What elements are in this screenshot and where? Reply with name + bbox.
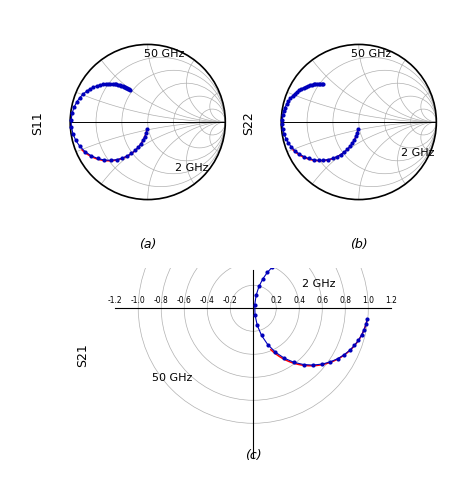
Text: 2 GHz: 2 GHz xyxy=(175,163,208,173)
Text: 0.6: 0.6 xyxy=(316,295,328,304)
Text: 50 GHz: 50 GHz xyxy=(144,49,184,59)
Text: 0.4: 0.4 xyxy=(293,295,305,304)
Text: 50 GHz: 50 GHz xyxy=(152,372,192,382)
Text: 0.2: 0.2 xyxy=(270,295,282,304)
Text: 1.2: 1.2 xyxy=(386,295,397,304)
Text: -0.4: -0.4 xyxy=(200,295,215,304)
Text: (b): (b) xyxy=(350,237,368,250)
Text: -1.2: -1.2 xyxy=(108,295,122,304)
Text: -0.6: -0.6 xyxy=(177,295,192,304)
Text: -0.2: -0.2 xyxy=(223,295,238,304)
Text: 0.8: 0.8 xyxy=(339,295,351,304)
Text: -1.0: -1.0 xyxy=(131,295,145,304)
Text: 2 GHz: 2 GHz xyxy=(401,147,435,158)
Text: S22: S22 xyxy=(242,111,255,135)
Text: 50 GHz: 50 GHz xyxy=(351,49,392,59)
Text: 2 GHz: 2 GHz xyxy=(302,278,335,288)
Text: 1.0: 1.0 xyxy=(362,295,374,304)
Text: (c): (c) xyxy=(245,448,262,461)
Text: (a): (a) xyxy=(139,237,157,250)
Text: -0.8: -0.8 xyxy=(154,295,169,304)
Text: S11: S11 xyxy=(31,111,44,135)
Text: S21: S21 xyxy=(76,343,90,366)
